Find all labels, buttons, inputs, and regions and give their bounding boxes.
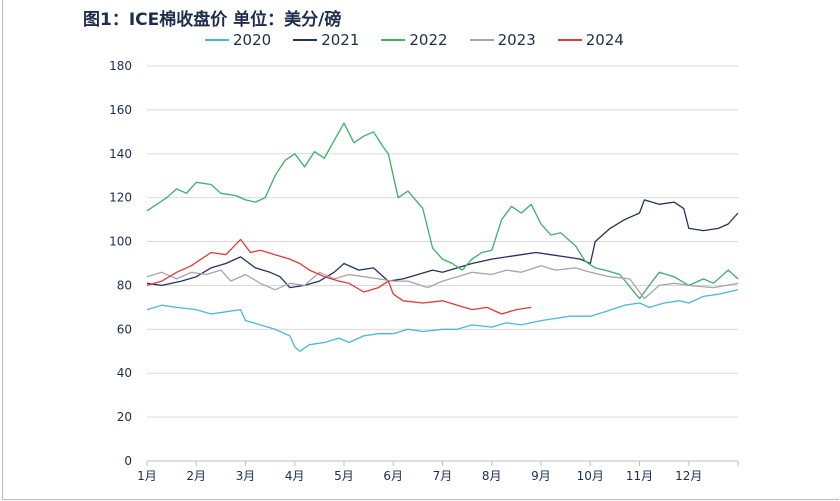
- x-tick-label: 11月: [626, 469, 653, 483]
- legend: 2020 2021 2022 2023 2024: [205, 31, 624, 49]
- x-tick-label: 4月: [285, 469, 305, 483]
- series-line-2024: [146, 238, 532, 315]
- y-tick-label: 20: [117, 410, 132, 424]
- y-tick-label: 80: [117, 278, 132, 292]
- legend-item-2024: 2024: [557, 31, 624, 49]
- legend-item-2021: 2021: [293, 31, 359, 49]
- legend-label: 2020: [233, 31, 272, 49]
- legend-swatch: [469, 39, 494, 41]
- x-tick-label: 10月: [577, 469, 604, 483]
- legend-label: 2024: [585, 31, 624, 49]
- x-tick-label: 3月: [236, 469, 256, 483]
- legend-swatch: [557, 39, 582, 41]
- legend-label: 2021: [321, 31, 360, 49]
- y-tick-label: 180: [109, 59, 132, 73]
- series-line-2020: [146, 289, 739, 352]
- legend-label: 2022: [409, 31, 448, 49]
- legend-item-2022: 2022: [381, 31, 448, 49]
- y-tick-label: 160: [109, 103, 132, 117]
- x-tick-label: 5月: [334, 469, 354, 483]
- x-tick-label: 2月: [186, 469, 206, 483]
- legend-item-2023: 2023: [469, 31, 536, 49]
- legend-label: 2023: [497, 31, 536, 49]
- series-line-2022: [146, 122, 739, 300]
- y-tick-label: 100: [109, 235, 132, 249]
- legend-swatch: [293, 39, 318, 41]
- y-tick-label: 40: [117, 366, 132, 380]
- y-tick-label: 0: [124, 454, 132, 468]
- x-tick-label: 9月: [531, 469, 551, 483]
- y-tick-label: 120: [109, 191, 132, 205]
- legend-swatch: [205, 39, 229, 41]
- series-line-2021: [146, 199, 739, 289]
- legend-swatch: [381, 39, 406, 41]
- x-tick-label: 12月: [675, 469, 702, 483]
- chart-title: 图1：ICE棉收盘价 单位：美分/磅: [83, 10, 342, 30]
- x-tick-label: 7月: [433, 469, 453, 483]
- y-tick-label: 140: [109, 147, 132, 161]
- x-tick-label: 8月: [482, 469, 502, 483]
- legend-item-2020: 2020: [205, 31, 271, 49]
- series-line-2023: [146, 265, 739, 300]
- x-tick-label: 1月: [137, 469, 157, 483]
- x-tick-label: 6月: [383, 469, 403, 483]
- y-tick-label: 60: [117, 322, 132, 336]
